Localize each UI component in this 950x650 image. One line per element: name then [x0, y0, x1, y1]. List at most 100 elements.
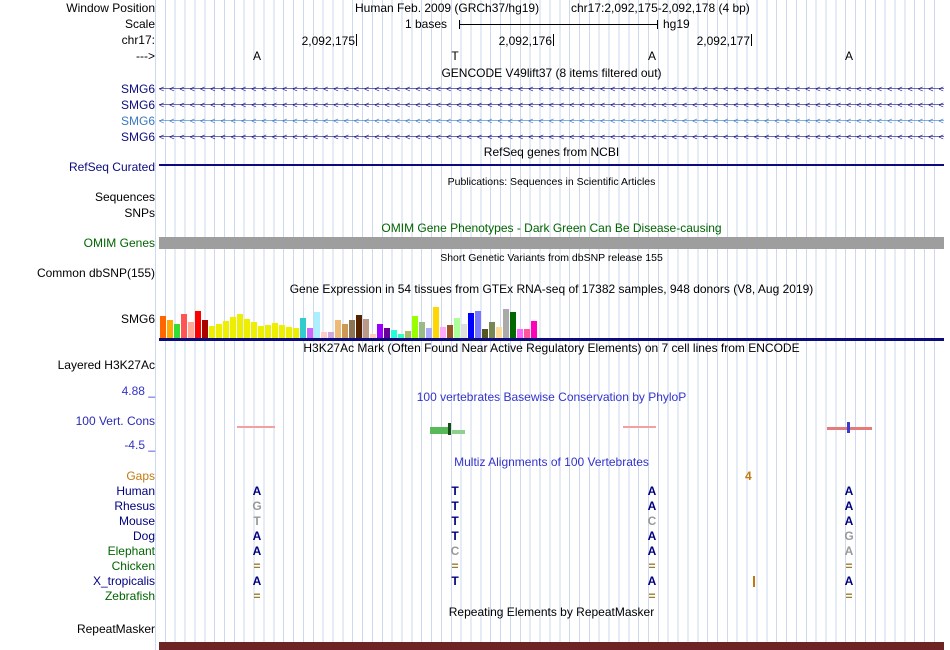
species-label[interactable]: Rhesus: [114, 499, 155, 513]
gtex-tissue-bar[interactable]: [384, 328, 390, 338]
gtex-tissue-bar[interactable]: [195, 311, 201, 338]
dbsnp-track-label[interactable]: Common dbSNP(155): [36, 266, 155, 280]
gtex-tissue-bar[interactable]: [181, 314, 187, 338]
refseq-center-label[interactable]: RefSeq genes from NCBI: [483, 145, 620, 159]
dbsnp-center-label[interactable]: Short Genetic Variants from dbSNP releas…: [440, 252, 663, 264]
gtex-tissue-bar[interactable]: [272, 323, 278, 338]
gtex-tissue-bar[interactable]: [328, 332, 334, 338]
gtex-tissue-bar[interactable]: [503, 309, 509, 338]
gtex-tissue-bar[interactable]: [279, 325, 285, 338]
gtex-gene-label[interactable]: SMG6: [120, 312, 155, 326]
repeatmasker-track-label[interactable]: RepeatMasker: [76, 622, 155, 636]
gtex-tissue-bar[interactable]: [293, 328, 299, 338]
gtex-tissue-bar[interactable]: [524, 329, 530, 338]
gtex-tissue-bar[interactable]: [440, 327, 446, 338]
multiz-center-label[interactable]: Multiz Alignments of 100 Vertebrates: [454, 455, 649, 469]
gtex-tissue-bar[interactable]: [489, 322, 495, 338]
gtex-tissue-bar[interactable]: [412, 316, 418, 338]
refseq-curated-label[interactable]: RefSeq Curated: [68, 160, 155, 174]
omim-track-label[interactable]: OMIM Genes: [83, 236, 155, 250]
gtex-tissue-bar[interactable]: [223, 321, 229, 338]
ruler-ticks: 2,092,175 2,092,176 2,092,177: [159, 32, 950, 48]
gtex-tissue-bar[interactable]: [167, 320, 173, 338]
gtex-tissue-bar[interactable]: [377, 324, 383, 338]
gencode-gene-label[interactable]: SMG6: [120, 82, 155, 96]
gtex-gene-line[interactable]: [159, 338, 944, 341]
gencode-gene-label[interactable]: SMG6: [120, 98, 155, 112]
gtex-tissue-bar[interactable]: [405, 331, 411, 338]
gtex-tissue-bar[interactable]: [342, 324, 348, 338]
gtex-tissue-bar[interactable]: [300, 318, 306, 338]
aligned-base: =: [253, 589, 261, 603]
h3k27ac-center-label[interactable]: H3K27Ac Mark (Often Found Near Active Re…: [303, 341, 800, 355]
species-label[interactable]: X_tropicalis: [92, 574, 155, 588]
gtex-tissue-bar[interactable]: [454, 318, 460, 338]
gtex-tissue-bar[interactable]: [461, 324, 467, 338]
gtex-tissue-bar[interactable]: [517, 329, 523, 338]
gtex-tissue-bar[interactable]: [426, 328, 432, 338]
snps-track-label[interactable]: SNPs: [124, 206, 155, 220]
gtex-tissue-bar[interactable]: [510, 312, 516, 338]
gtex-tissue-bar[interactable]: [419, 322, 425, 338]
ruler-tick-label: 2,092,177: [696, 34, 750, 48]
gtex-bar-chart[interactable]: [160, 307, 538, 338]
transcript-strand-arrows[interactable]: <<<<<<<<<<<<<<<<<<<<<<<<<<<<<<<<<<<<<<<<…: [159, 100, 944, 110]
publications-center-label[interactable]: Publications: Sequences in Scientific Ar…: [447, 176, 656, 188]
omim-gene-item[interactable]: [159, 237, 944, 249]
gencode-center-label[interactable]: GENCODE V49lift37 (8 items filtered out): [441, 66, 662, 80]
gtex-tissue-bar[interactable]: [370, 334, 376, 338]
gtex-tissue-bar[interactable]: [356, 315, 362, 338]
gencode-track[interactable]: SMG6 <<<<<<<<<<<<<<<<<<<<<<<<<<<<<<<<<<<<…: [0, 81, 950, 145]
gtex-tissue-bar[interactable]: [202, 320, 208, 338]
gencode-gene-label[interactable]: SMG6: [120, 114, 155, 128]
species-label[interactable]: Gaps: [126, 469, 155, 483]
gencode-gene-label[interactable]: SMG6: [120, 130, 155, 144]
species-label[interactable]: Elephant: [107, 544, 155, 558]
gtex-center-label[interactable]: Gene Expression in 54 tissues from GTEx …: [289, 282, 814, 296]
gtex-tissue-bar[interactable]: [363, 319, 369, 338]
h3k27ac-track-label[interactable]: Layered H3K27Ac: [57, 358, 155, 372]
species-label[interactable]: Dog: [132, 529, 155, 543]
gtex-tissue-bar[interactable]: [258, 326, 264, 338]
gtex-tissue-bar[interactable]: [174, 324, 180, 338]
gtex-tissue-bar[interactable]: [244, 319, 250, 338]
conservation-center-label[interactable]: 100 vertebrates Basewise Conservation by…: [416, 390, 687, 404]
gtex-tissue-bar[interactable]: [160, 316, 166, 338]
refseq-gene-line[interactable]: [159, 164, 944, 166]
transcript-strand-arrows[interactable]: <<<<<<<<<<<<<<<<<<<<<<<<<<<<<<<<<<<<<<<<…: [159, 132, 944, 142]
gtex-tissue-bar[interactable]: [251, 322, 257, 338]
gtex-tissue-bar[interactable]: [496, 327, 502, 338]
conservation-track-label[interactable]: 100 Vert. Cons: [75, 414, 155, 428]
gtex-tissue-bar[interactable]: [349, 320, 355, 338]
gtex-tissue-bar[interactable]: [237, 314, 243, 338]
gtex-tissue-bar[interactable]: [468, 313, 474, 338]
repeat-element-bar[interactable]: [159, 642, 944, 650]
gtex-tissue-bar[interactable]: [286, 327, 292, 338]
omim-center-label[interactable]: OMIM Gene Phenotypes - Dark Green Can Be…: [381, 221, 722, 235]
gtex-tissue-bar[interactable]: [307, 328, 313, 338]
gtex-tissue-bar[interactable]: [475, 311, 481, 338]
repeatmasker-center-label[interactable]: Repeating Elements by RepeatMasker: [448, 605, 655, 619]
gtex-tissue-bar[interactable]: [482, 329, 488, 338]
gtex-tissue-bar[interactable]: [188, 322, 194, 338]
transcript-strand-arrows[interactable]: <<<<<<<<<<<<<<<<<<<<<<<<<<<<<<<<<<<<<<<<…: [159, 84, 944, 94]
species-label[interactable]: Human: [116, 484, 155, 498]
species-label[interactable]: Zebrafish: [104, 589, 155, 603]
gtex-tissue-bar[interactable]: [230, 317, 236, 338]
gtex-tissue-bar[interactable]: [216, 324, 222, 338]
gtex-tissue-bar[interactable]: [209, 326, 215, 338]
transcript-strand-arrows[interactable]: <<<<<<<<<<<<<<<<<<<<<<<<<<<<<<<<<<<<<<<<…: [159, 116, 944, 126]
species-label[interactable]: Chicken: [111, 559, 155, 573]
aligned-base: T: [451, 484, 459, 498]
gtex-tissue-bar[interactable]: [314, 312, 320, 338]
species-label[interactable]: Mouse: [118, 514, 155, 528]
gtex-tissue-bar[interactable]: [321, 332, 327, 338]
sequences-track-label[interactable]: Sequences: [94, 190, 155, 204]
gtex-tissue-bar[interactable]: [391, 330, 397, 338]
gtex-tissue-bar[interactable]: [531, 321, 537, 338]
gtex-tissue-bar[interactable]: [265, 325, 271, 338]
gtex-tissue-bar[interactable]: [447, 325, 453, 338]
gtex-tissue-bar[interactable]: [398, 334, 404, 338]
gtex-tissue-bar[interactable]: [335, 320, 341, 338]
gtex-tissue-bar[interactable]: [433, 307, 439, 338]
